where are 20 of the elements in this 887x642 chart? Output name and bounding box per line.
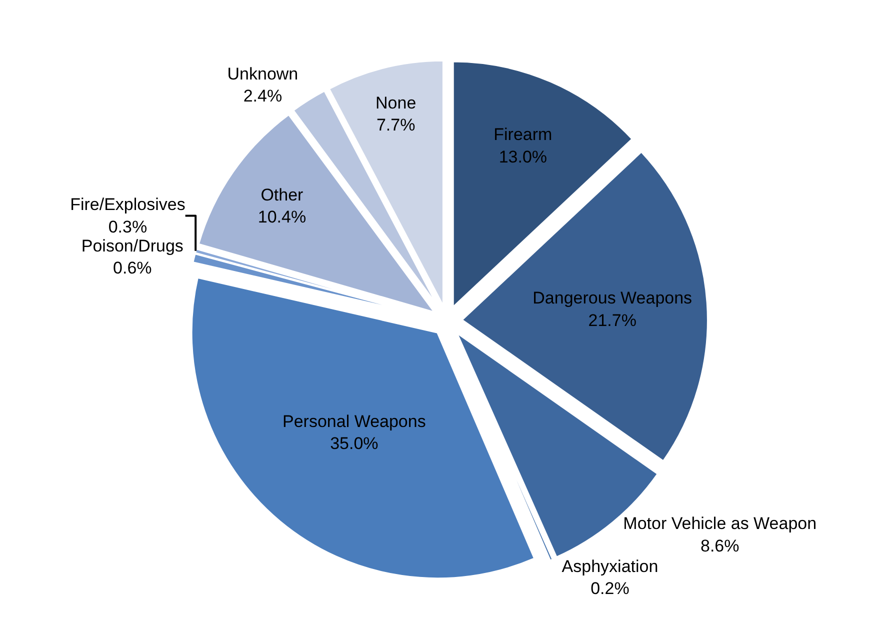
data-label: 0.3% (108, 217, 148, 236)
data-label: 7.7% (376, 115, 416, 134)
slice-label: Firearm (494, 125, 552, 144)
slice-label: Dangerous Weapons (532, 288, 692, 308)
data-label: 8.6% (700, 536, 740, 556)
slice-label: None (376, 93, 416, 112)
slice-label: Asphyxiation (562, 556, 658, 576)
slice-label: Unknown (227, 64, 298, 84)
data-label: 0.6% (113, 258, 152, 278)
slice-label: Motor Vehicle as Weapon (623, 514, 817, 534)
slice-label: Other (260, 185, 304, 204)
data-label: 2.4% (243, 86, 282, 106)
data-label: 0.2% (590, 578, 630, 598)
data-label: 21.7% (588, 310, 636, 330)
data-label: 10.4% (258, 208, 306, 227)
data-label: 13.0% (498, 147, 548, 166)
slice-label: Poison/Drugs (81, 236, 184, 256)
slice-label: Fire/Explosives (70, 195, 186, 214)
slice-label: Personal Weapons (282, 412, 426, 431)
data-label: 35.0% (330, 434, 378, 453)
